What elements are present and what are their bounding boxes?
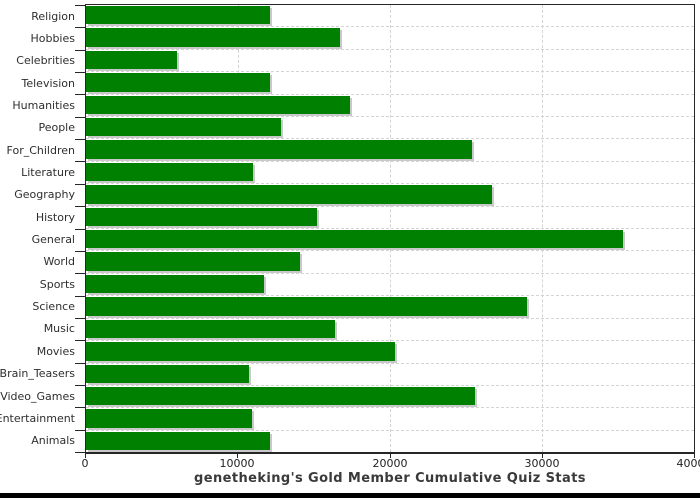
- y-axis-tick: [75, 27, 85, 28]
- plot-area: [85, 4, 695, 454]
- bar-television: [86, 73, 270, 92]
- y-axis-label: Literature: [21, 166, 75, 180]
- x-axis-tick-label: 0: [81, 457, 89, 470]
- bar-animals: [86, 431, 270, 451]
- y-axis-label: Entertainment: [0, 411, 75, 425]
- bar-history: [86, 207, 318, 227]
- chart-row: [86, 117, 694, 140]
- y-axis-label: Brain_Teasers: [0, 367, 75, 381]
- chart-row: [86, 274, 694, 297]
- y-axis-tick: [75, 139, 85, 140]
- y-axis-category-labels: Religion Hobbies Celebrities Television Huma…: [0, 5, 77, 452]
- y-axis-tick: [75, 229, 85, 230]
- bar-music: [86, 319, 336, 339]
- chart-row: [86, 72, 694, 95]
- chart-row: [86, 386, 694, 409]
- y-axis-tick: [75, 407, 85, 408]
- bar-brain_teasers: [86, 364, 249, 383]
- y-axis-tick: [75, 318, 85, 319]
- window-bottom-strip: [0, 493, 700, 498]
- y-axis-tick: [75, 161, 85, 162]
- y-axis-label: Science: [32, 300, 75, 314]
- bar-literature: [86, 162, 254, 182]
- y-axis-label: World: [43, 255, 75, 269]
- bar-people: [86, 118, 281, 137]
- y-axis-tick: [75, 430, 85, 431]
- y-axis-tick: [75, 363, 85, 364]
- y-axis-tick: [75, 94, 85, 95]
- y-axis-label: Television: [21, 76, 76, 90]
- bar-world: [86, 252, 301, 271]
- chart-row: [86, 50, 694, 73]
- bar-science: [86, 297, 527, 316]
- chart-row: [86, 95, 694, 118]
- x-axis-tick: [542, 454, 543, 458]
- chart-row: [86, 162, 694, 185]
- y-axis-label: Religion: [31, 9, 75, 23]
- x-axis-tick: [694, 454, 695, 458]
- chart-row: [86, 431, 694, 452]
- y-axis-label: For_Children: [6, 143, 75, 157]
- bar-geography: [86, 185, 492, 204]
- y-axis-tick: [75, 385, 85, 386]
- y-axis-tick: [75, 296, 85, 297]
- y-axis-label: Hobbies: [30, 32, 75, 46]
- y-axis-tick: [75, 72, 85, 73]
- y-axis-label: Humanities: [12, 99, 75, 113]
- y-axis-label: Music: [43, 322, 75, 336]
- x-axis-tick-label: 20000: [372, 457, 408, 470]
- x-axis-tick: [237, 454, 238, 458]
- x-axis-tick: [390, 454, 391, 458]
- chart-row: [86, 184, 694, 207]
- y-axis-tick: [75, 117, 85, 118]
- chart-row: [86, 341, 694, 364]
- chart-row: [86, 5, 694, 28]
- x-axis-tick-label: 30000: [524, 457, 560, 470]
- bar-religion: [86, 6, 270, 25]
- y-axis-label: General: [31, 233, 75, 247]
- y-axis-tick: [75, 5, 85, 6]
- bar-humanities: [86, 95, 351, 115]
- y-axis-tick: [75, 273, 85, 274]
- y-axis-label: Geography: [14, 188, 75, 202]
- chart-row: [86, 251, 694, 274]
- y-axis-label: History: [35, 210, 75, 224]
- x-axis-tick: [85, 454, 86, 458]
- y-axis-tick: [75, 452, 85, 453]
- y-axis-label: Celebrities: [16, 54, 75, 68]
- chart-row: [86, 408, 694, 431]
- chart-title: genetheking's Gold Member Cumulative Qui…: [194, 471, 586, 486]
- y-axis-tick: [75, 251, 85, 252]
- bar-sports: [86, 274, 264, 294]
- chart-row: [86, 319, 694, 342]
- y-axis-label: Video_Games: [0, 389, 75, 403]
- chart-row: [86, 296, 694, 319]
- x-axis-tick-label: 10000: [219, 457, 255, 470]
- y-axis-label: Animals: [31, 434, 75, 448]
- y-axis-label: Sports: [39, 277, 75, 291]
- bar-hobbies: [86, 28, 340, 47]
- y-axis-tick: [75, 184, 85, 185]
- bar-movies: [86, 342, 395, 361]
- y-axis-tick: [75, 206, 85, 207]
- bar-for_children: [86, 140, 473, 159]
- y-axis-label: People: [38, 121, 75, 135]
- x-axis-tick-label: 40000: [676, 457, 700, 470]
- chart-row: [86, 27, 694, 50]
- chart-row: [86, 229, 694, 252]
- bar-video_games: [86, 386, 476, 406]
- chart-row: [86, 207, 694, 230]
- bar-entertainment: [86, 409, 252, 428]
- y-axis-tick: [75, 50, 85, 51]
- bar-general: [86, 230, 623, 249]
- bar-celebrities: [86, 50, 178, 70]
- y-axis-tick: [75, 340, 85, 341]
- chart-row: [86, 139, 694, 162]
- y-axis-label: Movies: [36, 344, 75, 358]
- chart-row: [86, 364, 694, 386]
